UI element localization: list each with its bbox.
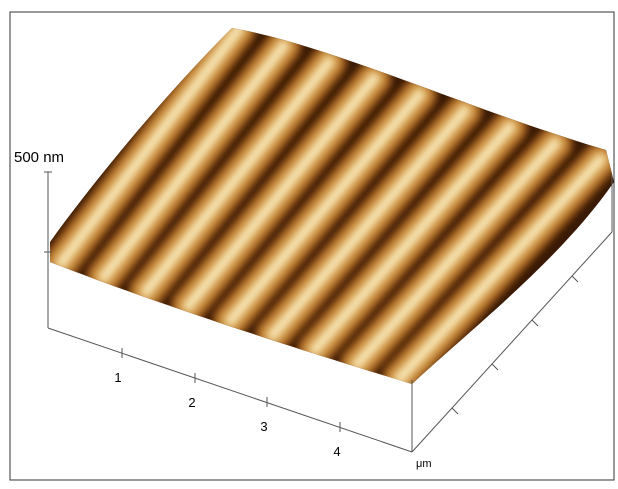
ridge [270,108,467,337]
axes [44,171,613,453]
x-tick-label: 3 [260,419,267,434]
x-tick-label: 1 [114,370,121,385]
ridge [228,92,422,323]
frame [9,11,615,481]
x-tick-label: 2 [188,395,195,410]
ridge [59,28,241,265]
ridge [355,141,558,366]
ridge [397,157,603,381]
ridge [186,76,377,308]
x-tick-label: 4 [333,444,340,459]
ridge [144,60,331,294]
ridge [101,43,286,279]
ridge [313,125,512,352]
unit-label: μm [416,458,432,470]
z-scale-label: 500 nm [14,149,64,166]
